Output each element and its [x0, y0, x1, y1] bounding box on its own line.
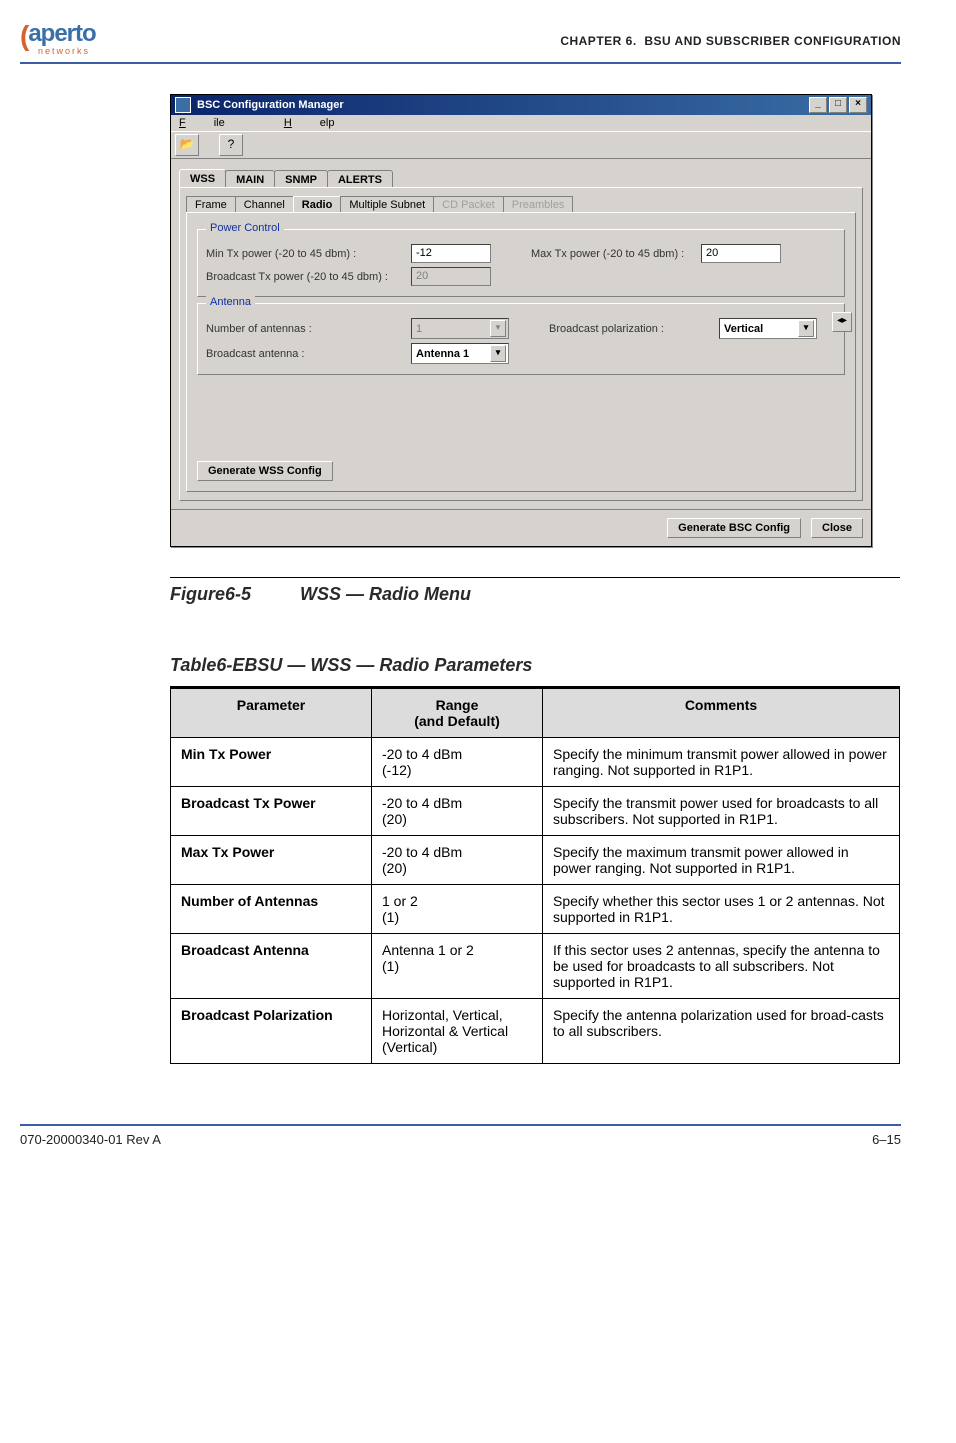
col-range: Range(and Default)	[372, 688, 543, 738]
page-number: 6–15	[872, 1132, 901, 1147]
cell-parameter: Broadcast Tx Power	[171, 787, 372, 836]
max-tx-label: Max Tx power (-20 to 45 dbm) :	[531, 248, 701, 260]
tab-multiple-subnet[interactable]: Multiple Subnet	[340, 196, 434, 212]
table-body: Min Tx Power-20 to 4 dBm(-12)Specify the…	[171, 738, 900, 1064]
broadcast-polarization-label: Broadcast polarization :	[549, 323, 719, 335]
max-tx-input[interactable]: 20	[701, 244, 781, 263]
table-row: Min Tx Power-20 to 4 dBm(-12)Specify the…	[171, 738, 900, 787]
cell-comments: Specify the maximum transmit power allow…	[543, 836, 900, 885]
cell-range: -20 to 4 dBm(20)	[372, 787, 543, 836]
table-row: Broadcast AntennaAntenna 1 or 2(1)If thi…	[171, 934, 900, 999]
app-window: BSC Configuration Manager _ □ × File Hel…	[170, 94, 872, 547]
tab-preambles: Preambles	[503, 196, 574, 212]
menubar: File Help	[171, 115, 871, 131]
power-control-title: Power Control	[206, 222, 284, 234]
close-window-button[interactable]: Close	[811, 518, 863, 538]
page-footer: 070-20000340-01 Rev A 6–15	[20, 1124, 901, 1147]
table-caption: Table6-EBSU — WSS — Radio Parameters	[170, 655, 900, 676]
broadcast-tx-input: 20	[411, 267, 491, 286]
chevron-down-icon[interactable]: ▾	[490, 345, 506, 362]
tab-cd-packet: CD Packet	[433, 196, 504, 212]
expand-handle-icon[interactable]: ◂▸	[832, 312, 852, 332]
cell-comments: If this sector uses 2 antennas, specify …	[543, 934, 900, 999]
doc-number: 070-20000340-01 Rev A	[20, 1132, 161, 1147]
open-icon[interactable]: 📂	[175, 134, 199, 156]
logo: (aperto networks	[20, 20, 96, 56]
generate-wss-button[interactable]: Generate WSS Config	[197, 461, 333, 481]
cell-range: Antenna 1 or 2(1)	[372, 934, 543, 999]
header-rule	[20, 62, 901, 64]
window-title: BSC Configuration Manager	[197, 99, 344, 111]
cell-range: Horizontal, Vertical, Horizontal & Verti…	[372, 999, 543, 1064]
table-row: Max Tx Power-20 to 4 dBm(20)Specify the …	[171, 836, 900, 885]
parameters-table: Parameter Range(and Default) Comments Mi…	[170, 686, 900, 1064]
tab-wss[interactable]: WSS	[179, 169, 226, 187]
close-button[interactable]: ×	[849, 97, 867, 113]
titlebar: BSC Configuration Manager _ □ ×	[171, 95, 871, 115]
broadcast-tx-label: Broadcast Tx power (-20 to 45 dbm) :	[206, 271, 411, 283]
chevron-down-icon: ▾	[490, 320, 506, 337]
maximize-button[interactable]: □	[829, 97, 847, 113]
chapter-heading: CHAPTER 6. BSU AND SUBSCRIBER CONFIGURAT…	[560, 34, 901, 48]
tab-main[interactable]: MAIN	[225, 170, 275, 188]
tab-alerts[interactable]: ALERTS	[327, 170, 393, 188]
tabs-sub: Frame Channel Radio Multiple Subnet CD P…	[186, 196, 856, 212]
table-row: Broadcast PolarizationHorizontal, Vertic…	[171, 999, 900, 1064]
broadcast-antenna-label: Broadcast antenna :	[206, 348, 411, 360]
cell-comments: Specify the antenna polarization used fo…	[543, 999, 900, 1064]
cell-parameter: Min Tx Power	[171, 738, 372, 787]
cell-comments: Specify the minimum transmit power allow…	[543, 738, 900, 787]
min-tx-input[interactable]: -12	[411, 244, 491, 263]
col-parameter: Parameter	[171, 688, 372, 738]
num-antennas-label: Number of antennas :	[206, 323, 411, 335]
help-icon[interactable]: ?	[219, 134, 243, 156]
tab-radio[interactable]: Radio	[293, 196, 342, 212]
figure-caption: Figure6-5WSS — Radio Menu	[170, 584, 900, 605]
cell-range: 1 or 2(1)	[372, 885, 543, 934]
tab-snmp[interactable]: SNMP	[274, 170, 328, 188]
window-footer: Generate BSC Config Close	[171, 509, 871, 546]
generate-bsc-button[interactable]: Generate BSC Config	[667, 518, 801, 538]
tab-channel[interactable]: Channel	[235, 196, 294, 212]
cell-parameter: Number of Antennas	[171, 885, 372, 934]
cell-parameter: Broadcast Polarization	[171, 999, 372, 1064]
num-antennas-select: 1▾	[411, 318, 509, 339]
tabs-top: WSS MAIN SNMP ALERTS	[179, 169, 863, 187]
power-control-group: Power Control Min Tx power (-20 to 45 db…	[197, 229, 845, 297]
cell-parameter: Broadcast Antenna	[171, 934, 372, 999]
radio-panel: Power Control Min Tx power (-20 to 45 db…	[186, 212, 856, 492]
antenna-title: Antenna	[206, 296, 255, 308]
min-tx-label: Min Tx power (-20 to 45 dbm) :	[206, 248, 411, 260]
cell-parameter: Max Tx Power	[171, 836, 372, 885]
cell-range: -20 to 4 dBm(20)	[372, 836, 543, 885]
cell-comments: Specify the transmit power used for broa…	[543, 787, 900, 836]
broadcast-antenna-select[interactable]: Antenna 1▾	[411, 343, 509, 364]
menu-help[interactable]: Help	[284, 117, 363, 129]
col-comments: Comments	[543, 688, 900, 738]
table-row: Broadcast Tx Power-20 to 4 dBm(20)Specif…	[171, 787, 900, 836]
antenna-group: Antenna Number of antennas : 1▾ Broadcas…	[197, 303, 845, 375]
app-icon	[175, 97, 191, 113]
table-row: Number of Antennas1 or 2(1)Specify wheth…	[171, 885, 900, 934]
broadcast-polarization-select[interactable]: Vertical▾	[719, 318, 817, 339]
cell-range: -20 to 4 dBm(-12)	[372, 738, 543, 787]
minimize-button[interactable]: _	[809, 97, 827, 113]
tab-frame[interactable]: Frame	[186, 196, 236, 212]
toolbar: 📂 ?	[171, 131, 871, 159]
figure-rule	[170, 577, 900, 578]
cell-comments: Specify whether this sector uses 1 or 2 …	[543, 885, 900, 934]
chevron-down-icon[interactable]: ▾	[798, 320, 814, 337]
menu-file[interactable]: File	[179, 117, 253, 129]
